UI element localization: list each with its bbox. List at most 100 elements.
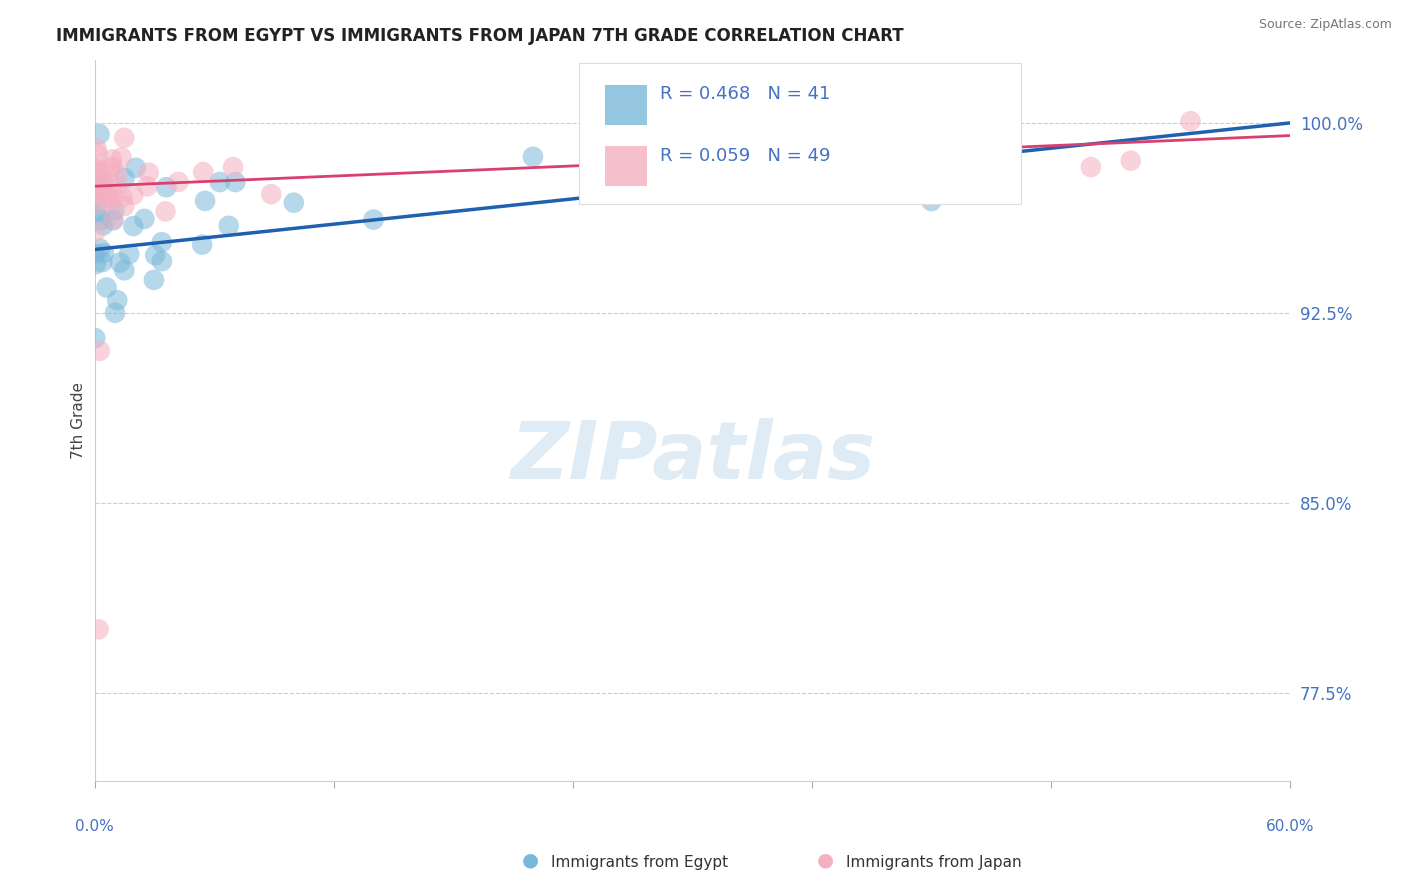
Point <box>191 165 214 179</box>
Point <box>112 199 135 213</box>
Point <box>87 623 110 637</box>
Text: ●: ● <box>817 851 834 870</box>
Point <box>218 219 240 233</box>
Point <box>83 246 105 260</box>
Point <box>101 153 124 167</box>
Point <box>363 212 385 227</box>
Point <box>87 186 110 201</box>
FancyBboxPatch shape <box>605 85 647 125</box>
Point <box>84 186 107 201</box>
Point <box>89 179 111 194</box>
Point <box>110 150 132 164</box>
Point <box>142 273 165 287</box>
Text: 60.0%: 60.0% <box>1265 819 1315 834</box>
Point <box>84 197 107 211</box>
Point <box>194 194 217 208</box>
Point <box>96 280 118 294</box>
Point <box>114 171 136 186</box>
Point <box>880 174 903 188</box>
Point <box>125 161 148 175</box>
Point <box>98 161 121 176</box>
FancyBboxPatch shape <box>579 63 1021 204</box>
Point <box>138 166 160 180</box>
Point <box>84 165 107 179</box>
Point <box>222 160 245 174</box>
Point <box>96 194 118 209</box>
Point <box>103 188 125 202</box>
Point <box>134 211 156 226</box>
Y-axis label: 7th Grade: 7th Grade <box>72 382 86 458</box>
Point <box>89 242 111 256</box>
Point <box>105 168 128 182</box>
Point <box>100 192 122 206</box>
Point <box>90 184 112 198</box>
Point <box>155 204 177 219</box>
Point <box>89 178 111 193</box>
Text: Immigrants from Japan: Immigrants from Japan <box>846 855 1022 870</box>
Point <box>91 183 114 197</box>
Text: R = 0.468   N = 41: R = 0.468 N = 41 <box>659 85 831 103</box>
Point <box>87 164 110 178</box>
Text: 0.0%: 0.0% <box>75 819 114 834</box>
Point <box>111 190 134 204</box>
Point <box>260 187 283 202</box>
Point <box>86 141 108 155</box>
Point <box>84 206 107 220</box>
Text: R = 0.059   N = 49: R = 0.059 N = 49 <box>659 146 831 165</box>
Point <box>87 183 110 197</box>
Point <box>103 203 125 218</box>
Text: Source: ZipAtlas.com: Source: ZipAtlas.com <box>1258 18 1392 31</box>
Text: IMMIGRANTS FROM EGYPT VS IMMIGRANTS FROM JAPAN 7TH GRADE CORRELATION CHART: IMMIGRANTS FROM EGYPT VS IMMIGRANTS FROM… <box>56 27 904 45</box>
Point <box>780 147 803 161</box>
Point <box>89 343 111 358</box>
Point <box>104 306 127 320</box>
Point <box>84 257 107 271</box>
Point <box>112 263 135 277</box>
Point <box>101 160 124 174</box>
Text: Immigrants from Egypt: Immigrants from Egypt <box>551 855 728 870</box>
Point <box>84 331 107 345</box>
Point <box>1080 160 1102 174</box>
Point <box>96 188 118 202</box>
Point <box>681 172 703 186</box>
Point <box>86 170 108 185</box>
Point <box>1180 114 1202 128</box>
Point <box>122 187 145 202</box>
Point <box>208 175 231 189</box>
Text: ●: ● <box>522 851 538 870</box>
Point <box>105 293 128 307</box>
Point <box>191 237 214 252</box>
Point <box>87 146 110 161</box>
Point <box>87 169 110 184</box>
Point <box>89 213 111 227</box>
Point <box>84 224 107 238</box>
Point <box>93 246 115 260</box>
Point <box>136 179 159 194</box>
Point <box>87 169 110 183</box>
Point <box>84 197 107 211</box>
Point <box>103 212 125 227</box>
Point <box>103 213 125 227</box>
Point <box>150 235 173 250</box>
Point <box>522 150 544 164</box>
Point <box>86 161 108 176</box>
Point <box>118 247 141 261</box>
Point <box>86 173 108 187</box>
Point <box>91 219 114 233</box>
Point <box>143 248 166 262</box>
Point <box>112 130 135 145</box>
Point <box>150 254 173 268</box>
Point <box>921 194 943 208</box>
Point <box>122 219 145 233</box>
Point <box>681 167 703 181</box>
Point <box>83 162 105 177</box>
Point <box>283 195 305 210</box>
Point <box>93 175 115 189</box>
Point <box>105 178 128 193</box>
Point <box>108 255 131 269</box>
Text: ZIPatlas: ZIPatlas <box>510 417 875 496</box>
Point <box>1119 153 1142 168</box>
Point <box>89 168 111 182</box>
FancyBboxPatch shape <box>605 146 647 186</box>
Point <box>167 175 190 189</box>
